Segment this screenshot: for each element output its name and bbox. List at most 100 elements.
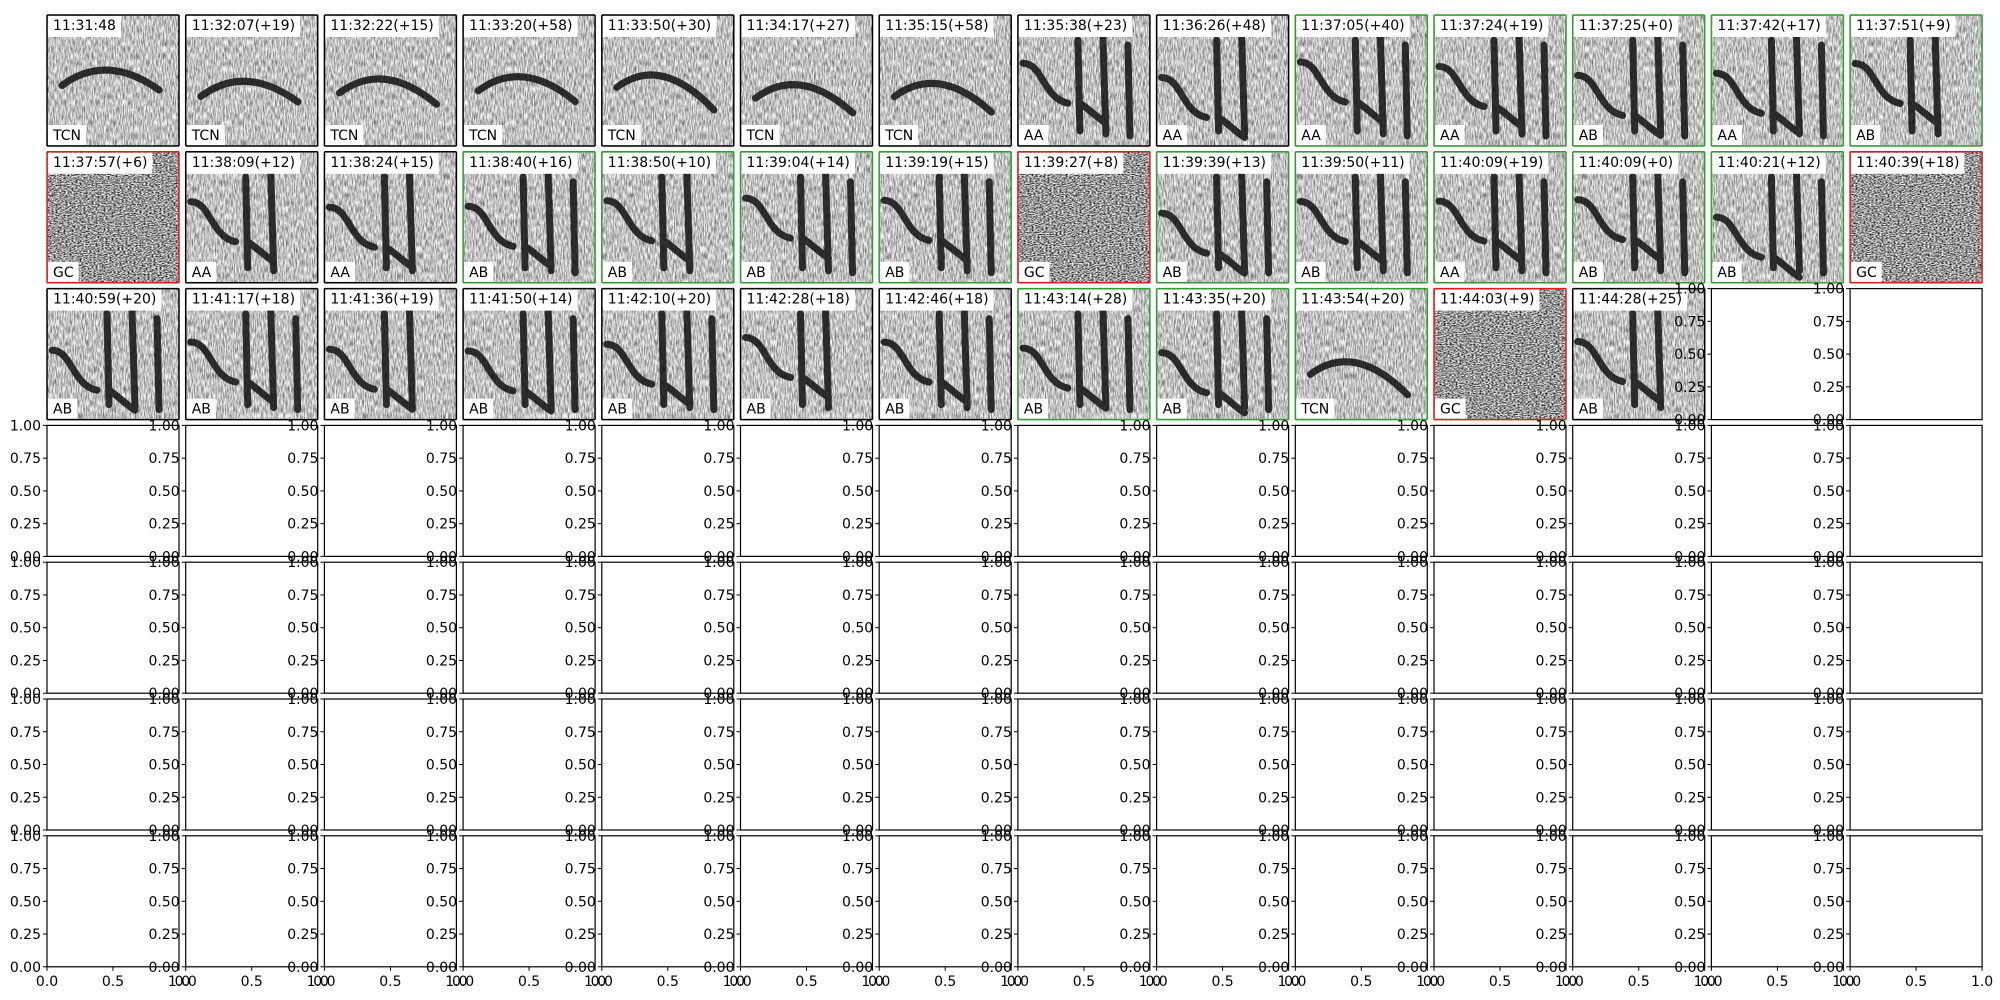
subplot: 0.00 0.25 0.50 0.75 1.00 0.0 0.5 1.0 xyxy=(842,829,1022,990)
subplot: 0.00 0.25 0.50 0.75 1.00 xyxy=(703,555,874,702)
y-tick-label: 0.00 xyxy=(565,686,596,702)
y-tick-label: 0.75 xyxy=(703,725,734,741)
y-tick-label: 0.00 xyxy=(1119,686,1150,702)
panel-time: 11:43:35(+20) xyxy=(1163,292,1266,308)
label-box xyxy=(880,398,910,419)
y-tick-label: 0.25 xyxy=(1536,653,1567,669)
panel-class: AB xyxy=(469,402,488,418)
subplot: 0.00 0.25 0.50 0.75 1.00 xyxy=(149,418,319,565)
label-box xyxy=(186,125,225,145)
y-tick-label: 1.00 xyxy=(10,418,41,434)
y-tick-label: 0.25 xyxy=(1674,380,1705,396)
x-tick-label: 1.0 xyxy=(307,974,329,990)
panel-time: 11:41:36(+19) xyxy=(330,292,433,308)
panel-time: 11:39:39(+13) xyxy=(1163,155,1266,171)
y-tick-label: 0.50 xyxy=(1119,758,1150,774)
y-tick-label: 0.50 xyxy=(1258,621,1289,637)
y-tick-label: 0.50 xyxy=(1536,758,1567,774)
subplot: 0.00 0.25 0.50 0.75 1.00 xyxy=(842,692,1012,839)
empty-axes-frame xyxy=(1572,424,1706,557)
subplot: 11:38:50(+10) AB xyxy=(601,151,735,284)
panel-class: AA xyxy=(1440,265,1460,281)
subplot: 0.00 0.25 0.50 0.75 1.00 xyxy=(1536,418,1706,565)
y-tick-label: 0.50 xyxy=(981,758,1012,774)
x-tick-label: 0.5 xyxy=(102,974,124,990)
y-tick-label: 0.00 xyxy=(703,549,734,565)
subplot: 11:41:36(+19) AB xyxy=(323,287,458,421)
x-tick-label: 0.0 xyxy=(1839,974,1861,990)
call-trace xyxy=(1851,31,1942,138)
label-box xyxy=(1851,261,1882,282)
y-tick-label: 0.00 xyxy=(149,549,180,565)
subplot: 0.00 0.25 0.50 0.75 1.00 xyxy=(149,692,319,839)
label-box xyxy=(741,261,771,282)
y-tick-label: 0.25 xyxy=(426,790,457,806)
empty-axes-frame xyxy=(323,424,457,557)
y-tick-label: 0.50 xyxy=(10,621,41,637)
y-tick-label: 0.75 xyxy=(149,588,180,604)
y-tick-label: 0.50 xyxy=(1258,758,1289,774)
subplot: 0.00 0.25 0.50 0.75 1.00 0.0 0.5 1.0 xyxy=(1397,829,1577,990)
x-tick-label: 0.0 xyxy=(1007,974,1029,990)
panel-time: 11:44:03(+9) xyxy=(1440,292,1534,308)
y-tick-label: 0.25 xyxy=(981,653,1012,669)
call-trace xyxy=(325,168,416,275)
empty-axes-frame xyxy=(1433,424,1567,557)
y-tick-label: 1.00 xyxy=(1813,555,1844,571)
panel-class: AA xyxy=(1440,128,1460,144)
y-tick-label: 0.00 xyxy=(1397,686,1428,702)
y-tick-label: 0.50 xyxy=(287,621,318,637)
y-tick-label: 0.50 xyxy=(1536,894,1567,910)
call-trace xyxy=(187,305,302,414)
subplot: 0.00 0.25 0.50 0.75 1.00 xyxy=(1258,692,1428,839)
panel-class: GC xyxy=(1440,402,1461,418)
label-box xyxy=(741,398,771,419)
y-tick-label: 0.00 xyxy=(149,960,180,976)
subplot: 0.00 0.25 0.50 0.75 1.00 0.0 0.5 1.0 xyxy=(1813,829,1993,990)
panel-time: 11:32:22(+15) xyxy=(330,18,433,34)
y-tick-label: 1.00 xyxy=(287,829,318,845)
y-tick-label: 0.25 xyxy=(426,927,457,943)
subplot: 0.00 0.25 0.50 0.75 1.00 xyxy=(1397,555,1567,702)
empty-axes-frame xyxy=(878,424,1012,557)
call-trace xyxy=(187,168,278,275)
call-trace xyxy=(1158,31,1249,141)
y-tick-label: 0.00 xyxy=(1119,960,1150,976)
y-tick-label: 0.00 xyxy=(1258,823,1289,839)
empty-axes-frame xyxy=(462,835,596,968)
y-tick-label: 1.00 xyxy=(842,555,873,571)
y-tick-label: 0.25 xyxy=(981,790,1012,806)
subplot: 11:42:28(+18) AB xyxy=(739,287,874,421)
y-tick-label: 0.75 xyxy=(1119,588,1150,604)
y-tick-label: 0.75 xyxy=(287,588,318,604)
panel-time: 11:43:14(+28) xyxy=(1024,292,1127,308)
label-box xyxy=(1435,261,1465,282)
label-box xyxy=(1712,261,1742,282)
x-tick-label: 1.0 xyxy=(1277,974,1299,990)
subplot: 0.00 0.25 0.50 0.75 1.00 xyxy=(1813,282,1983,429)
y-tick-label: 0.25 xyxy=(287,653,318,669)
y-tick-label: 0.25 xyxy=(287,517,318,533)
y-tick-label: 0.50 xyxy=(10,894,41,910)
subplot: 0.00 0.25 0.50 0.75 1.00 xyxy=(1813,555,1983,702)
y-tick-label: 0.25 xyxy=(565,653,596,669)
empty-axes-frame xyxy=(1710,835,1845,968)
empty-axes-frame xyxy=(1017,561,1151,694)
subplot: 11:37:51(+9) AB xyxy=(1849,14,1983,147)
x-tick-label: 0.0 xyxy=(452,974,474,990)
subplot: 0.00 0.25 0.50 0.75 1.00 xyxy=(981,418,1151,565)
empty-axes-frame xyxy=(1572,698,1706,831)
y-tick-label: 1.00 xyxy=(1258,829,1289,845)
panel-class: AB xyxy=(1579,128,1598,144)
y-tick-label: 0.00 xyxy=(1813,960,1844,976)
label-box xyxy=(1296,125,1326,145)
y-tick-label: 0.00 xyxy=(565,960,596,976)
empty-axes-frame xyxy=(1849,288,1983,421)
y-tick-label: 1.00 xyxy=(149,692,180,708)
subplot: 11:41:50(+14) AB xyxy=(462,287,596,421)
y-tick-label: 0.75 xyxy=(287,862,318,878)
panel-time: 11:38:09(+12) xyxy=(192,155,295,171)
call-trace xyxy=(603,168,694,275)
y-tick-label: 0.75 xyxy=(1258,588,1289,604)
y-tick-label: 0.50 xyxy=(981,484,1012,500)
